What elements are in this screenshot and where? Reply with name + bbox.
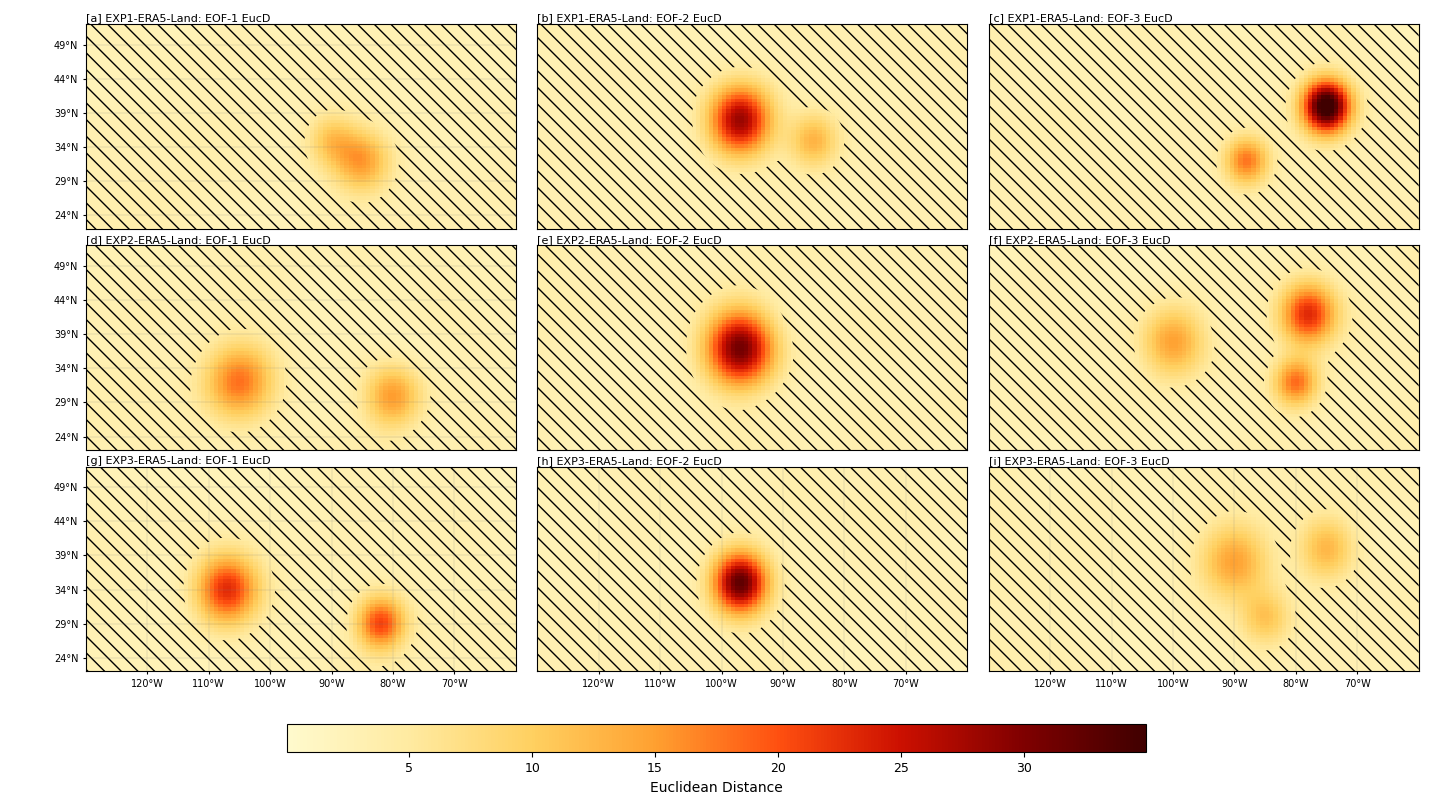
Text: [f] EXP2-ERA5-Land: EOF-3 EucD: [f] EXP2-ERA5-Land: EOF-3 EucD — [989, 235, 1171, 244]
Text: [b] EXP1-ERA5-Land: EOF-2 EucD: [b] EXP1-ERA5-Land: EOF-2 EucD — [537, 14, 722, 23]
Text: [d] EXP2-ERA5-Land: EOF-1 EucD: [d] EXP2-ERA5-Land: EOF-1 EucD — [86, 235, 271, 244]
Text: [i] EXP3-ERA5-Land: EOF-3 EucD: [i] EXP3-ERA5-Land: EOF-3 EucD — [989, 456, 1169, 466]
X-axis label: Euclidean Distance: Euclidean Distance — [651, 781, 782, 794]
Text: [a] EXP1-ERA5-Land: EOF-1 EucD: [a] EXP1-ERA5-Land: EOF-1 EucD — [86, 14, 271, 23]
Text: [g] EXP3-ERA5-Land: EOF-1 EucD: [g] EXP3-ERA5-Land: EOF-1 EucD — [86, 456, 271, 466]
Text: [h] EXP3-ERA5-Land: EOF-2 EucD: [h] EXP3-ERA5-Land: EOF-2 EucD — [537, 456, 722, 466]
Text: [c] EXP1-ERA5-Land: EOF-3 EucD: [c] EXP1-ERA5-Land: EOF-3 EucD — [989, 14, 1172, 23]
Text: [e] EXP2-ERA5-Land: EOF-2 EucD: [e] EXP2-ERA5-Land: EOF-2 EucD — [537, 235, 722, 244]
